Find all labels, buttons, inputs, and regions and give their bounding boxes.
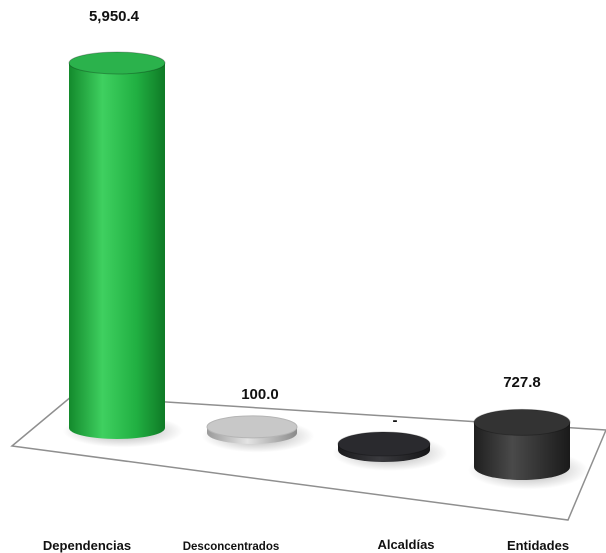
category-label-alcaldias: Alcaldías (377, 537, 434, 552)
category-label-desconcentrados: Desconcentrados (183, 541, 280, 553)
bar-dependencias (69, 63, 165, 439)
value-label-desconcentrados: 100.0 (241, 386, 279, 403)
bar-entidades (474, 422, 570, 480)
bar-top-desconcentrados (206, 415, 298, 439)
value-label-entidades: 727.8 (503, 374, 541, 391)
bar-top-dependencias (68, 51, 166, 75)
value-label-dependencias: 5,950.4 (89, 8, 140, 25)
category-label-entidades: Entidades (507, 538, 569, 553)
chart-marks (63, 51, 588, 490)
bar-top-entidades (473, 408, 571, 436)
bar-top-alcaldias (337, 431, 431, 457)
value-label-alcaldias: - (393, 412, 398, 429)
category-label-dependencias: Dependencias (43, 538, 131, 553)
